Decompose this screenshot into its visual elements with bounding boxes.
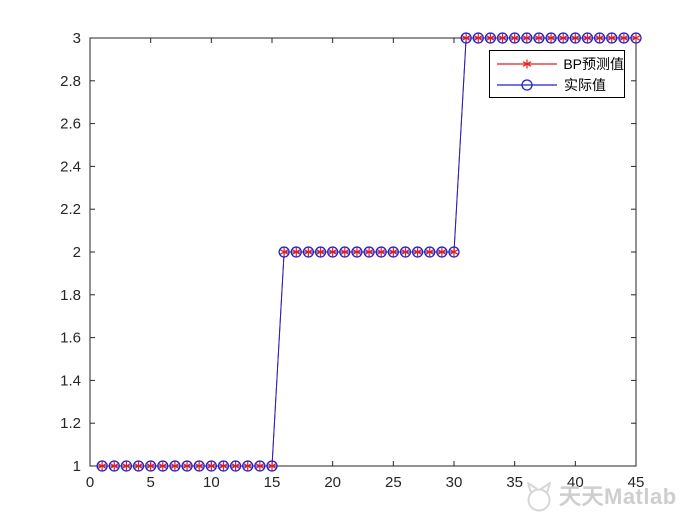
legend-sample-actual-line-circle (497, 78, 557, 91)
x-tick-label: 10 (203, 474, 220, 491)
legend-label-actual: 实际值 (564, 76, 606, 93)
y-tick-label: 1.2 (60, 415, 81, 432)
x-tick-label: 30 (446, 474, 463, 491)
series-markers-1 (96, 32, 642, 472)
x-tick-label: 45 (628, 474, 645, 491)
x-tick-label: 35 (506, 474, 523, 491)
x-tick-label: 15 (264, 474, 281, 491)
y-tick-label: 1.8 (60, 287, 81, 304)
y-tick-label: 2.8 (60, 73, 81, 90)
legend-entry-predicted: BP预测值 (495, 55, 624, 73)
y-tick-label: 2 (73, 244, 81, 261)
y-tick-label: 1 (73, 458, 81, 475)
y-tick-label: 2.2 (60, 201, 81, 218)
y-tick-label: 2.4 (60, 158, 81, 175)
y-tick-label: 3 (73, 30, 81, 47)
x-axis: 0 5 10 15 20 25 30 35 40 45 (86, 38, 645, 491)
x-tick-label: 0 (86, 474, 94, 491)
legend-sample-predicted-line-asterisk (497, 58, 557, 69)
x-tick-label: 40 (567, 474, 584, 491)
y-axis: 1 1.2 1.4 1.6 1.8 2 2.2 2.4 2.6 2.8 3 (60, 30, 636, 475)
y-tick-label: 1.6 (60, 330, 81, 347)
x-tick-label: 25 (385, 474, 402, 491)
series-markers-0 (97, 33, 641, 471)
legend-entry-actual: 实际值 (495, 76, 624, 94)
y-tick-label: 2.6 (60, 116, 81, 133)
legend: BP预测值 实际值 (489, 50, 625, 98)
legend-label-predicted: BP预测值 (563, 55, 624, 72)
y-tick-label: 1.4 (60, 372, 81, 389)
x-tick-label: 20 (324, 474, 341, 491)
x-tick-label: 5 (146, 474, 154, 491)
